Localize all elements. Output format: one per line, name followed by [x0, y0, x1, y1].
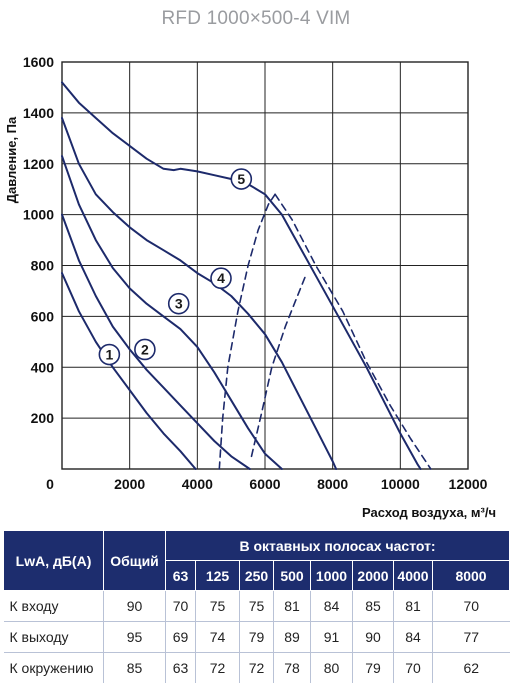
- curve-marker-4: 4: [210, 267, 232, 290]
- band-value: 77: [432, 621, 510, 653]
- marker-label: 4: [217, 270, 225, 286]
- band-value: 62: [463, 660, 480, 676]
- band-value: 84: [393, 621, 433, 653]
- band-header: 125: [195, 560, 240, 591]
- table-header-lwa: LwA, дБ(A): [3, 530, 104, 591]
- y-tick-label: 1600: [23, 54, 54, 70]
- series-lines: [61, 81, 432, 470]
- band-header: 2000: [352, 560, 394, 591]
- table-header-bands: В октавных полосах частот:: [164, 530, 511, 561]
- band-value: 80: [310, 652, 353, 683]
- y-tick-label: 400: [31, 359, 55, 375]
- band-value: 70: [393, 652, 433, 683]
- band-header: 500: [273, 560, 311, 591]
- x-tick-label: 8000: [317, 476, 348, 492]
- noise-table: LwA, дБ(A) Общий В октавных полосах част…: [3, 530, 511, 683]
- marker-circle: [134, 338, 156, 361]
- band-value: 79: [352, 652, 394, 683]
- curve-marker-3: 3: [167, 292, 190, 315]
- series-line-3: [61, 155, 283, 470]
- table-header-total: Общий: [103, 530, 166, 591]
- band-value: 84: [310, 590, 353, 622]
- curve-markers: 1 2 3 4 5: [98, 168, 253, 366]
- series-line-5: [61, 81, 422, 470]
- curve-marker-5: 5: [230, 168, 253, 190]
- band-value: 75: [195, 590, 240, 622]
- curve-marker-2: 2: [134, 338, 156, 361]
- y-axis-label: Давление, Па: [4, 116, 19, 203]
- series-line-1: [61, 272, 197, 470]
- band-value: 89: [273, 621, 311, 653]
- band-value: 72: [195, 652, 240, 683]
- y-tick-label: 1200: [23, 156, 54, 172]
- band-header-row: 63 125 250 500 1000 2000 4000 8000: [4, 560, 511, 591]
- x-tick-label: 4000: [182, 476, 213, 492]
- series-line-limit-left: [218, 193, 276, 470]
- band-header: 8000: [431, 560, 511, 591]
- band-value: 75: [239, 590, 274, 622]
- row-name: К окружению: [3, 652, 104, 683]
- band-header: 63: [165, 560, 196, 591]
- marker-circle: [98, 343, 121, 366]
- row-name: К выходу: [3, 621, 104, 653]
- fan-curve-chart: 1 2 3 4 5 0 2000 4000 6000 8000 10000 12000 200 400 6…: [4, 54, 496, 520]
- x-tick-label: 12000: [449, 476, 488, 492]
- band-value: 74: [195, 621, 240, 653]
- band-value: 72: [239, 652, 274, 683]
- table-row: К окружению 85 63 72 72 78 80 79 70 62: [3, 652, 510, 683]
- band-value: 81: [273, 590, 311, 622]
- x-axis-label: Расход воздуха, м³/ч: [362, 505, 496, 520]
- band-value: 70: [432, 590, 510, 622]
- band-value: 78: [273, 652, 311, 683]
- series-line-2: [61, 213, 251, 470]
- band-value: 90: [352, 621, 394, 653]
- marker-circle: [230, 168, 253, 190]
- y-tick-label: 1000: [23, 207, 54, 223]
- x-tick-label: 10000: [381, 476, 420, 492]
- marker-circle: [167, 292, 190, 315]
- band-value: 81: [393, 590, 433, 622]
- series-line-limit-mid: [250, 274, 307, 458]
- series-line-limit-right: [274, 193, 432, 470]
- row-name: К входу: [3, 590, 104, 622]
- table-row: К входу 90 70 75 75 81 84 85 81 70: [3, 590, 510, 622]
- grid: [61, 61, 469, 470]
- marker-label: 5: [237, 171, 245, 187]
- x-tick-label: 2000: [114, 476, 145, 492]
- series-line-4: [61, 117, 338, 470]
- curve-marker-1: 1: [98, 343, 121, 366]
- marker-label: 3: [175, 296, 183, 312]
- x-tick-label: 0: [46, 476, 54, 492]
- table-body: К входу 90 70 75 75 81 84 85 81 70 К выходу 95 69 74 7…: [3, 590, 510, 683]
- y-tick-label: 200: [31, 410, 55, 426]
- band-value: 79: [239, 621, 274, 653]
- y-tick-label: 600: [31, 308, 55, 324]
- marker-circle: [210, 267, 232, 290]
- band-value: 69: [165, 621, 196, 653]
- band-value: 70: [165, 590, 196, 622]
- band-header: 4000: [393, 560, 433, 591]
- tick-labels: 0 2000 4000 6000 8000 10000 12000 200 400 600 800 1…: [23, 54, 488, 492]
- row-total: 85: [103, 652, 166, 683]
- row-total: 90: [103, 590, 166, 622]
- band-value: 85: [352, 590, 394, 622]
- row-total: 95: [103, 621, 166, 653]
- x-tick-label: 6000: [249, 476, 280, 492]
- table-row: К выходу 95 69 74 79 89 91 90 84 77: [3, 621, 510, 653]
- band-header: 1000: [310, 560, 353, 591]
- y-tick-label: 1400: [23, 105, 54, 121]
- band-value: 91: [310, 621, 353, 653]
- y-tick-label: 800: [31, 258, 55, 274]
- marker-label: 1: [105, 347, 113, 363]
- band-header: 250: [239, 560, 274, 591]
- marker-label: 2: [141, 341, 149, 357]
- band-value: 63: [165, 652, 196, 683]
- chart-title: RFD 1000×500-4 VIM: [161, 8, 351, 29]
